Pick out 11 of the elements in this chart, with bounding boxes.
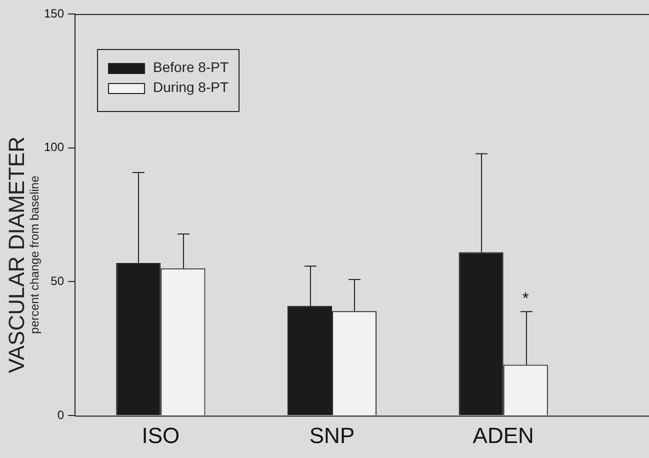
x-tick-label: ADEN	[472, 422, 534, 448]
legend-label: During 8-PT	[153, 78, 229, 95]
x-tick-label: ISO	[142, 422, 180, 448]
x-tick-label: SNP	[309, 422, 355, 448]
y-axis-title: VASCULAR DIAMETER percent change from baseline	[4, 136, 42, 374]
annotation: *	[522, 290, 529, 308]
y-tick-label: 50	[50, 274, 64, 288]
y-tick-label: 0	[57, 408, 64, 422]
legend-label: Before 8-PT	[153, 58, 229, 75]
y-tick-label: 100	[44, 140, 64, 154]
y-tick-label: 150	[44, 6, 64, 20]
